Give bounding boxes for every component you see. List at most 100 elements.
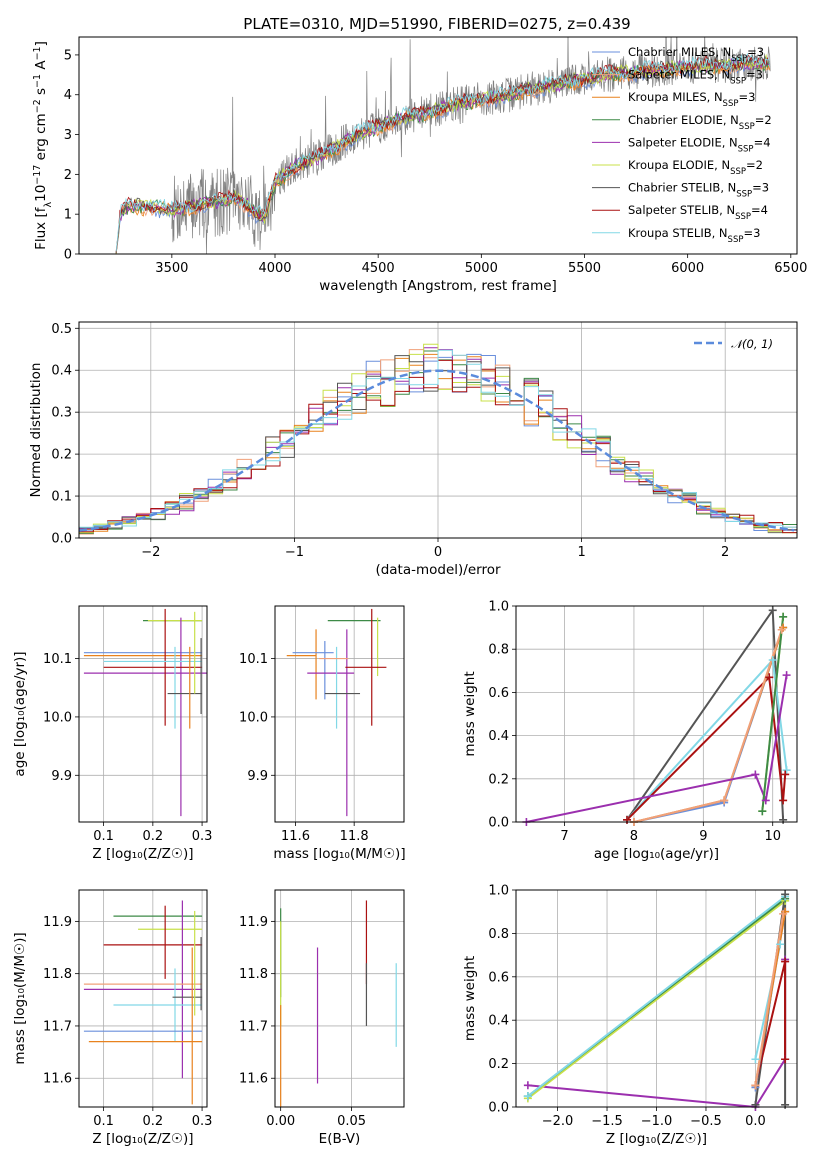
plot-area xyxy=(280,900,397,1107)
y-tick-label: 11.6 xyxy=(43,1072,72,1087)
x-axis-label: mass [log₁₀(M/M☉)] xyxy=(273,846,405,862)
plot-area xyxy=(115,37,771,254)
y-tick-label: 0.2 xyxy=(488,1057,509,1072)
weight-marker xyxy=(781,770,790,779)
axes-frame xyxy=(78,36,798,255)
axes-frame xyxy=(78,889,208,1108)
y-tick-label: 11.9 xyxy=(239,915,268,930)
y-tick-label: 11.6 xyxy=(239,1072,268,1087)
y-axis-label-part: 10 xyxy=(33,185,49,202)
weight-marker xyxy=(779,909,788,918)
grid xyxy=(275,606,404,822)
x-tick-label: 0.00 xyxy=(266,1114,295,1129)
y-tick-label: 0.5 xyxy=(51,322,72,337)
y-tick-label: 0.6 xyxy=(488,970,509,985)
legend-value: =3 xyxy=(743,226,760,240)
x-tick-label: 0.3 xyxy=(192,829,213,844)
x-tick-label: 0.1 xyxy=(93,829,114,844)
y-tick-label: 0.4 xyxy=(488,1014,509,1029)
massweight-vs-metallicity-panel: −2.0 −1.5 −1.0 −0.5 0.0 0.0 0.2 0.4 0.6 0.8 1.0 Z [… xyxy=(462,884,798,1147)
legend-name: Kroupa MILES, N xyxy=(628,90,723,104)
y-tick-label: 11.8 xyxy=(239,967,268,982)
x-tick-label: 0.2 xyxy=(143,829,164,844)
axes-frame xyxy=(274,889,405,1108)
y-tick-label: 5 xyxy=(64,48,72,63)
weight-marker xyxy=(782,671,791,680)
y-tick-label: 9.9 xyxy=(51,769,72,784)
y-axis-label-part: −1 xyxy=(32,74,43,88)
x-tick-label: −2.0 xyxy=(542,1114,574,1129)
y-tick-label: 1.0 xyxy=(488,884,509,899)
x-tick-label: 0.1 xyxy=(93,1114,114,1129)
legend-sub: SSP xyxy=(735,212,751,222)
weight-marker xyxy=(781,1055,790,1064)
plot-area xyxy=(79,343,797,535)
x-tick-label: 7 xyxy=(560,829,568,844)
x-tick-label: −0.5 xyxy=(690,1114,722,1129)
mass-vs-extinction-panel: 0.00 0.05 11.6 11.7 11.8 11.9 E(B-V) xyxy=(239,889,405,1147)
x-tick-label: 0 xyxy=(434,545,442,560)
x-tick-label: −1 xyxy=(285,545,304,560)
x-axis-label: age [log₁₀(age/yr)] xyxy=(594,846,719,862)
x-tick-label: 6000 xyxy=(671,261,704,276)
axes-frame xyxy=(78,605,208,823)
weight-line xyxy=(633,629,783,822)
weight-line xyxy=(761,616,785,812)
x-axis-label: (data-model)/error xyxy=(375,562,501,578)
legend-name: Salpeter STELIB, N xyxy=(628,203,735,217)
age-vs-mass-panel: 11.6 11.8 9.9 10.0 10.1 mass [log₁₀(M/M☉)] xyxy=(239,605,406,862)
y-tick-label: 0.6 xyxy=(488,686,509,701)
model-spectrum-line xyxy=(115,57,770,254)
legend-sub: SSP xyxy=(728,235,744,245)
x-axis-label: Z [log₁₀(Z/Z☉)] xyxy=(92,846,193,862)
weight-line xyxy=(626,675,787,821)
weight-marker xyxy=(765,673,774,682)
legend-value: =3 xyxy=(752,181,769,195)
model-spectrum-line xyxy=(115,56,771,254)
weight-marker xyxy=(781,957,790,966)
y-axis-label: Normed distribution xyxy=(28,363,44,498)
y-tick-label: 10.1 xyxy=(239,652,268,667)
weight-marker xyxy=(523,1092,532,1101)
legend-sub: SSP xyxy=(730,167,746,177)
x-tick-label: −1.5 xyxy=(591,1114,623,1129)
legend-name: Salpeter MILES, N xyxy=(628,68,730,82)
y-axis-label-part: Flux [f xyxy=(33,206,49,250)
model-spectrum-line xyxy=(115,52,771,252)
y-tick-label: 0 xyxy=(64,248,72,263)
weight-marker xyxy=(758,807,767,816)
legend-value: =2 xyxy=(755,113,772,127)
x-tick-label: 0.2 xyxy=(143,1114,164,1129)
x-tick-label: 0.3 xyxy=(192,1114,213,1129)
model-spectrum-line xyxy=(115,55,771,253)
legend-entry: Salpeter ELODIE, NSSP=4 xyxy=(628,135,771,154)
legend-name: Kroupa STELIB, N xyxy=(628,226,728,240)
y-tick-label: 3 xyxy=(64,128,72,143)
legend-entry: 𝒩(0, 1) xyxy=(731,337,773,351)
legend-sub: SSP xyxy=(739,122,755,132)
x-tick-label: 5500 xyxy=(568,261,601,276)
weight-marker xyxy=(751,770,760,779)
weight-marker xyxy=(523,1081,532,1090)
y-tick-label: 0.4 xyxy=(488,729,509,744)
x-tick-label: 0.0 xyxy=(745,1114,766,1129)
weight-marker xyxy=(623,815,632,824)
weight-line xyxy=(626,607,785,821)
y-axis-label: age [log₁₀(age/yr)] xyxy=(12,651,28,776)
model-spectrum-line xyxy=(115,57,771,254)
y-tick-label: 0.8 xyxy=(488,927,509,942)
weight-marker xyxy=(777,625,786,634)
grid xyxy=(79,606,207,822)
weight-marker xyxy=(782,766,791,775)
legend-name: Chabrier ELODIE, N xyxy=(628,113,739,127)
weight-marker xyxy=(751,1055,760,1064)
legend-entry: Chabrier MILES, NSSP=3 xyxy=(628,45,764,64)
y-tick-label: 11.7 xyxy=(239,1019,268,1034)
x-tick-label: −1.0 xyxy=(641,1114,673,1129)
x-axis-label: wavelength [Angstrom, rest frame] xyxy=(319,278,557,294)
weight-marker xyxy=(779,612,788,621)
spectrum-panel: 3500 4000 4500 5000 5500 6000 6500 0 1 2 3 4 5 wavele… xyxy=(32,36,807,294)
legend-value: =4 xyxy=(751,203,768,217)
y-tick-label: 10.0 xyxy=(239,710,268,725)
